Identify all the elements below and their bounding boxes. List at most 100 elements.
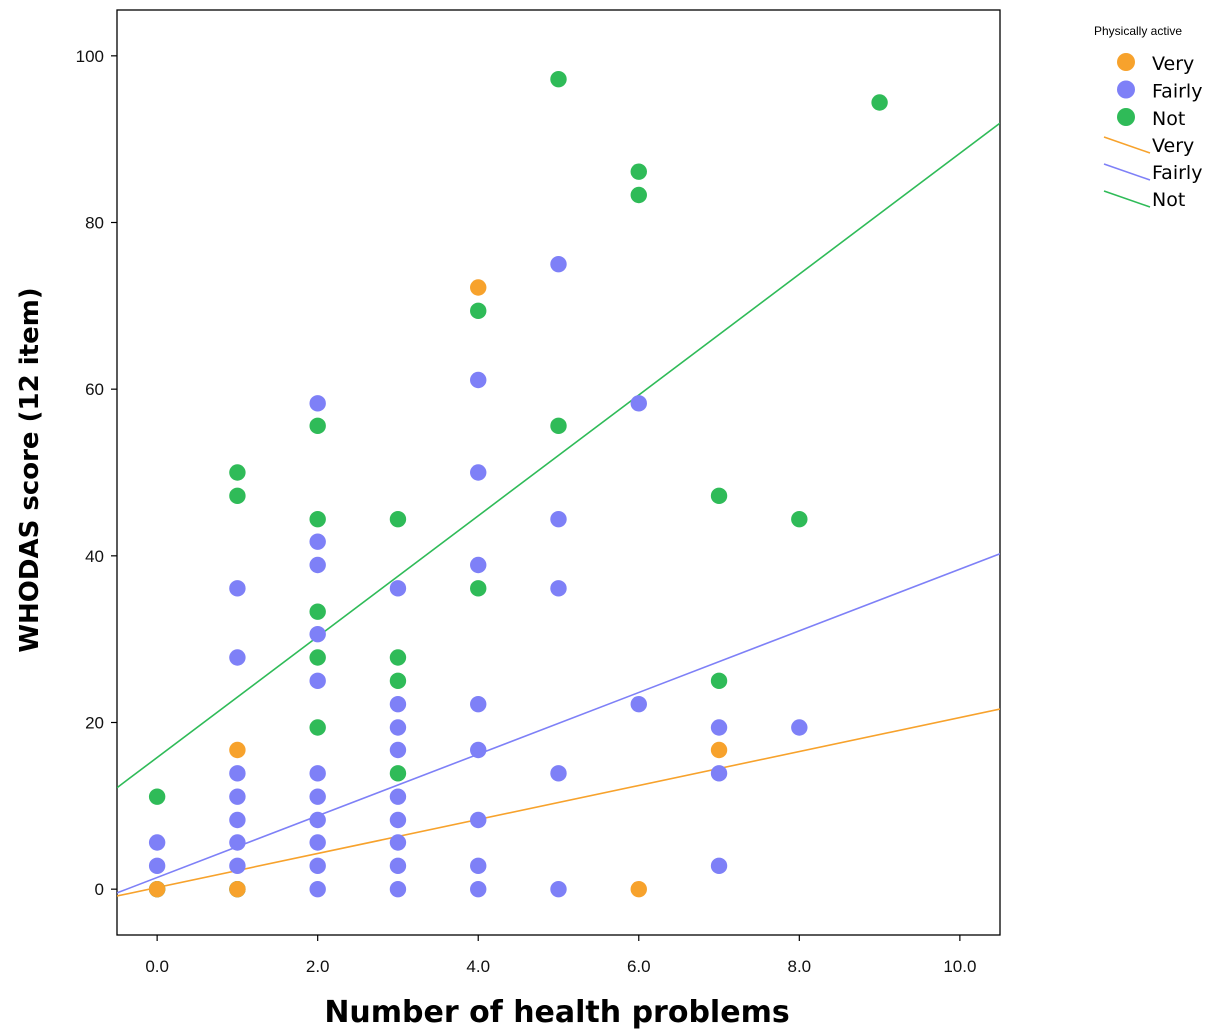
point-fairly <box>470 695 487 713</box>
y-tick-label: 20 <box>85 714 104 733</box>
fit-lines <box>117 122 1000 897</box>
legend-label: Fairly <box>1152 162 1202 184</box>
point-fairly <box>389 695 407 713</box>
legend-marker-fairly <box>1117 80 1135 99</box>
point-fairly <box>229 765 246 782</box>
point-not <box>229 464 246 481</box>
x-tick-label: 2.0 <box>306 957 330 976</box>
point-very <box>470 279 487 296</box>
point-fairly <box>470 556 487 574</box>
point-fairly <box>309 556 326 574</box>
point-not <box>710 672 728 690</box>
point-not <box>470 302 487 320</box>
point-fairly <box>389 741 407 759</box>
point-not <box>550 417 567 435</box>
legend-title: Physically active <box>1094 24 1182 38</box>
point-fairly <box>309 765 326 782</box>
legend-label: Not <box>1152 189 1185 211</box>
point-fairly <box>470 880 487 898</box>
fit-line-very <box>117 708 1000 897</box>
x-axis-title: Number of health problems <box>324 995 789 1030</box>
point-fairly <box>389 580 407 597</box>
y-axis: 0 20 40 60 80 100 <box>76 47 117 899</box>
x-axis: 0.0 2.0 4.0 6.0 8.0 10.0 <box>145 935 976 976</box>
point-fairly <box>229 857 246 875</box>
y-tick-label: 60 <box>85 380 104 399</box>
legend: Physically active Very Fairly Not Very Fairl… <box>1094 24 1202 211</box>
point-fairly <box>309 672 326 690</box>
legend-label: Very <box>1152 135 1194 157</box>
point-fairly <box>791 719 808 736</box>
point-fairly <box>229 834 246 851</box>
point-fairly <box>148 857 166 875</box>
point-fairly <box>309 834 326 851</box>
point-fairly <box>389 811 407 829</box>
x-tick-label: 6.0 <box>627 957 651 976</box>
point-fairly <box>389 880 407 898</box>
point-fairly <box>389 834 407 851</box>
point-not <box>309 603 326 620</box>
fit-line-not <box>117 122 1000 789</box>
point-fairly <box>229 788 246 805</box>
fit-line-fairly <box>117 553 1000 894</box>
legend-line-fairly <box>1103 163 1151 181</box>
point-fairly <box>630 695 647 713</box>
point-fairly <box>470 464 487 481</box>
legend-marker-not <box>1117 108 1135 126</box>
point-fairly <box>470 857 487 875</box>
point-fairly <box>470 811 487 829</box>
point-fairly <box>229 580 246 597</box>
point-not <box>389 649 407 666</box>
point-fairly <box>470 371 487 389</box>
point-fairly <box>309 811 326 829</box>
point-not <box>550 70 567 88</box>
legend-label: Fairly <box>1152 81 1202 103</box>
point-fairly <box>710 719 728 736</box>
point-not <box>309 510 326 528</box>
point-fairly <box>229 811 246 829</box>
point-fairly <box>389 857 407 875</box>
point-fairly <box>309 395 326 412</box>
y-tick-label: 0 <box>95 880 104 899</box>
y-tick-label: 40 <box>85 547 104 566</box>
data-points <box>148 70 888 898</box>
y-axis-title: WHODAS score (12 item) <box>15 287 45 652</box>
plot-frame <box>116 9 1001 936</box>
point-fairly <box>470 741 487 759</box>
point-very <box>229 880 246 898</box>
legend-line-very <box>1103 136 1151 154</box>
point-fairly <box>710 857 728 875</box>
point-fairly <box>389 719 407 736</box>
point-fairly <box>309 880 326 898</box>
legend-label: Not <box>1152 108 1185 130</box>
x-tick-label: 0.0 <box>145 957 169 976</box>
legend-marker-very <box>1117 53 1135 71</box>
x-tick-label: 8.0 <box>787 957 811 976</box>
point-not <box>389 510 407 528</box>
point-fairly <box>550 510 567 528</box>
point-fairly <box>389 788 407 805</box>
point-not <box>710 487 728 505</box>
point-fairly <box>550 880 567 898</box>
point-fairly <box>550 580 567 597</box>
point-not <box>791 510 808 528</box>
x-tick-label: 4.0 <box>466 957 490 976</box>
point-fairly <box>309 788 326 805</box>
point-very <box>630 880 647 898</box>
y-tick-label: 100 <box>76 47 104 66</box>
legend-label: Very <box>1152 53 1194 75</box>
point-fairly <box>229 649 246 666</box>
point-not <box>389 765 407 782</box>
point-not <box>630 186 647 204</box>
legend-line-not <box>1103 190 1151 208</box>
point-fairly <box>309 625 326 643</box>
point-fairly <box>550 765 567 782</box>
point-not <box>148 788 166 805</box>
point-not <box>309 417 326 435</box>
point-fairly <box>309 857 326 875</box>
point-not <box>630 163 647 180</box>
point-fairly <box>710 765 728 782</box>
point-not <box>470 580 487 597</box>
x-tick-label: 10.0 <box>943 957 976 976</box>
